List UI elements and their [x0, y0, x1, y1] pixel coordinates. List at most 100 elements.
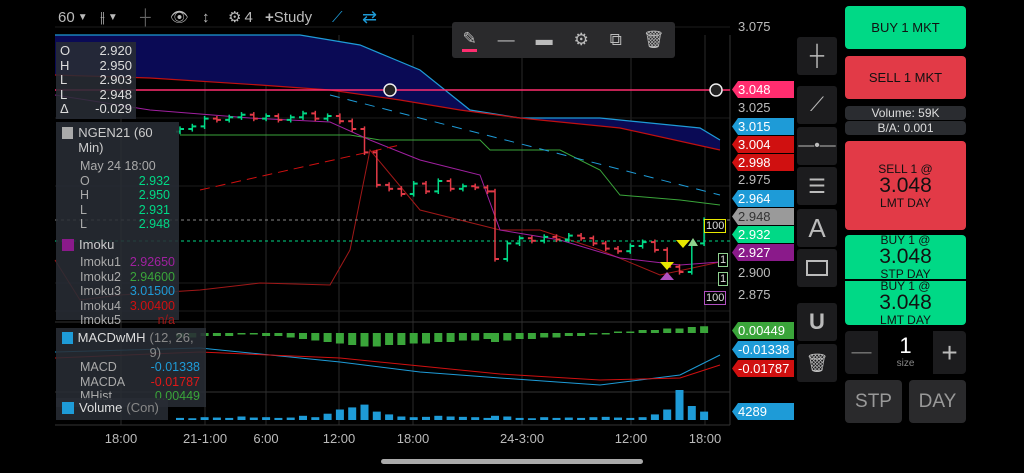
order-marker[interactable]: 100: [704, 219, 727, 233]
chart-type-icon[interactable]: ⫲ ▼: [100, 8, 118, 26]
volume-bar: [650, 414, 659, 420]
time-in-force-button[interactable]: DAY: [909, 380, 966, 423]
rectangle-icon: [806, 260, 828, 276]
macd-histogram-bar: [458, 333, 467, 341]
legend-row: H 2.950: [80, 188, 170, 203]
eye-off-icon[interactable]: 👁: [170, 9, 190, 26]
decrease-size-button[interactable]: —: [851, 341, 872, 363]
price-label: 3.015: [732, 118, 794, 135]
volume-bar: [237, 416, 246, 420]
volume-bar: [422, 416, 430, 420]
volume-bar: [552, 417, 561, 420]
order-marker[interactable]: 100: [704, 291, 727, 305]
legend-value: 2.92650: [129, 255, 175, 269]
alert-line-handle: [383, 83, 397, 97]
duplicate-icon[interactable]: ⧉: [609, 30, 622, 49]
volume-bar: [527, 418, 536, 420]
crosshair-icon[interactable]: ┼: [140, 8, 151, 26]
conversion-line: [54, 94, 721, 266]
macd-swatch[interactable]: [62, 332, 73, 344]
text-icon: A: [808, 212, 826, 243]
dropdown-arrow-icon: ▼: [77, 11, 88, 23]
legend-date: May 24 18:00: [80, 159, 156, 173]
order-marker[interactable]: 1: [718, 272, 729, 286]
vertical-resize-icon[interactable]: ↕: [202, 8, 210, 26]
macd-line: [54, 347, 721, 386]
volume-bar: [286, 417, 295, 420]
increase-size-button[interactable]: +: [941, 336, 958, 368]
volume-bar: [249, 417, 258, 420]
macd-histogram-bar: [650, 330, 659, 333]
macd-histogram-bar: [434, 333, 443, 342]
add-study-button[interactable]: + Study: [265, 6, 312, 28]
interval-selector[interactable]: 60 ▼: [58, 6, 88, 28]
volume-bar: [323, 413, 332, 420]
gear-icon[interactable]: ⚙: [573, 30, 589, 49]
pencil-icon[interactable]: ✎: [462, 29, 477, 52]
macd-histogram-bar: [274, 333, 283, 336]
legend-row: O 2.920: [60, 43, 132, 59]
legend-key: H: [80, 188, 90, 202]
time-label: 18:00: [688, 431, 722, 446]
delete-drawings-tool[interactable]: 🗑: [797, 344, 837, 382]
legend-key: Imoku3: [80, 284, 121, 298]
size-stepper[interactable]: — 1 size +: [845, 331, 966, 374]
volume-bar: [200, 417, 209, 420]
rectangle-tool[interactable]: [797, 249, 837, 287]
time-label: 6:00: [253, 431, 279, 446]
sell-market-button[interactable]: SELL 1 MKT: [845, 56, 966, 99]
size-value[interactable]: 1: [899, 333, 912, 358]
line-width-icon[interactable]: ▬: [535, 30, 553, 49]
macd-histogram-bar: [348, 333, 357, 345]
horizontal-line-tool[interactable]: —•—: [797, 127, 837, 165]
settings-button[interactable]: ⚙ 4: [228, 6, 253, 28]
crosshair-tool[interactable]: ┼: [797, 37, 837, 75]
volume-bar: [491, 415, 499, 420]
imoku-swatch[interactable]: [62, 238, 74, 251]
order-marker[interactable]: 1: [718, 253, 729, 267]
line-style-icon[interactable]: —: [497, 30, 515, 49]
macd-histogram-bar: [626, 331, 635, 333]
symbol-swatch[interactable]: [62, 127, 74, 139]
legend-row: MACDA -0.01787: [80, 375, 200, 390]
base-line: [180, 134, 721, 206]
magnet-tool[interactable]: U: [797, 303, 837, 341]
draw-line-icon[interactable]: ⟋: [332, 8, 343, 26]
volume-swatch[interactable]: [62, 402, 74, 414]
horizontal-line-icon: —•—: [798, 137, 836, 154]
price-label: 2.998: [732, 154, 794, 171]
trash-icon[interactable]: 🗑: [642, 30, 665, 49]
macd-histogram-bar: [397, 333, 406, 345]
volume-bar: [675, 390, 684, 420]
trendline-tool[interactable]: ⟋: [797, 86, 837, 124]
swap-icon[interactable]: ⇄: [362, 6, 378, 27]
crosshair-icon: ┼: [809, 44, 825, 67]
volume-bar: [299, 415, 307, 420]
time-label: 12:00: [322, 431, 356, 446]
fib-lines-tool[interactable]: ☰: [797, 167, 837, 205]
text-tool[interactable]: A: [797, 209, 837, 247]
volume-bar: [471, 417, 480, 420]
sell-limit-button[interactable]: SELL 1 @3.048 LMT DAY: [845, 141, 966, 230]
volume-bar: [262, 417, 271, 420]
legend-value: 2.950: [99, 57, 132, 73]
buy-stop-button[interactable]: BUY 1 @3.048 STP DAY: [845, 233, 966, 281]
legend-row: L 2.948: [80, 217, 170, 232]
legend-row: Imoku3 3.01500: [80, 284, 175, 299]
volume-bar: [434, 415, 443, 420]
legend-row: Imoku4 3.00400: [80, 299, 175, 314]
macd-histogram-bar: [663, 328, 672, 333]
buy-market-button[interactable]: BUY 1 MKT: [845, 6, 966, 49]
legend-value: 2.903: [99, 72, 132, 87]
price-label: 2.964: [732, 190, 794, 207]
sell-limit-top: SELL 1 @: [878, 161, 933, 176]
price-label: 3.004: [732, 136, 794, 153]
legend-value: -0.01338: [150, 360, 200, 374]
buy-limit-bottom: LMT DAY: [880, 313, 931, 327]
order-type-button[interactable]: STP: [845, 380, 902, 423]
buy-limit-button[interactable]: BUY 1 @3.048 LMT DAY: [845, 279, 966, 327]
plus-icon: +: [265, 8, 274, 26]
legend-value: 3.01500: [129, 284, 175, 298]
macd-histogram-bar: [503, 333, 512, 341]
volume-bar: [360, 404, 369, 420]
